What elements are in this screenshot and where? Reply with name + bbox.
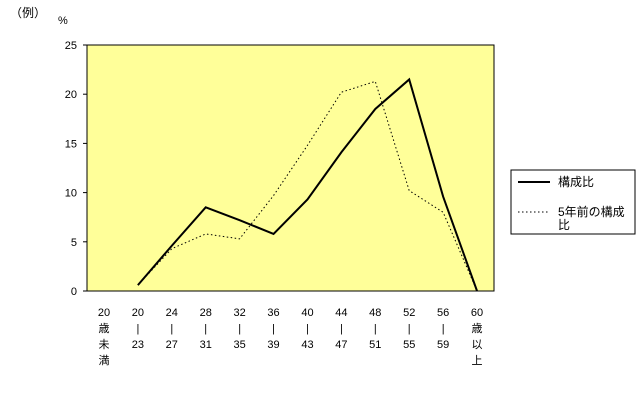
x-tick-label: | bbox=[272, 323, 275, 335]
legend-label-series-1: 構成比 bbox=[558, 175, 594, 189]
y-tick-label: 20 bbox=[65, 89, 77, 101]
x-tick-label: 31 bbox=[200, 339, 212, 351]
y-tick-label: 10 bbox=[65, 188, 77, 200]
x-tick-label: | bbox=[442, 323, 445, 335]
x-tick-label: 44 bbox=[335, 307, 347, 319]
x-tick-label: 20 bbox=[132, 307, 144, 319]
example-label: （例） bbox=[10, 6, 46, 20]
x-tick-label: 43 bbox=[301, 339, 313, 351]
x-tick-label: 24 bbox=[166, 307, 178, 319]
x-tick-label: 40 bbox=[301, 307, 313, 319]
x-tick-label: | bbox=[340, 323, 343, 335]
x-tick-label: 上 bbox=[472, 354, 483, 367]
x-tick-label: | bbox=[204, 323, 207, 335]
x-tick-label: | bbox=[136, 323, 139, 335]
legend-box bbox=[510, 169, 636, 235]
x-tick-label: | bbox=[374, 323, 377, 335]
x-tick-label: 満 bbox=[98, 354, 109, 367]
x-tick-label: | bbox=[170, 323, 173, 335]
x-tick-label: 59 bbox=[437, 339, 449, 351]
plot-area bbox=[86, 44, 495, 292]
x-tick-label: 27 bbox=[166, 339, 178, 351]
x-tick-label: 36 bbox=[267, 307, 279, 319]
x-tick-label: 歳 bbox=[472, 322, 483, 335]
x-tick-label: 55 bbox=[403, 339, 415, 351]
x-tick-label: 60 bbox=[471, 307, 483, 319]
y-tick-label: 5 bbox=[71, 237, 77, 249]
x-tick-label: 歳 bbox=[98, 322, 109, 335]
unit-label: % bbox=[58, 15, 68, 27]
x-tick-label: 52 bbox=[403, 307, 415, 319]
x-tick-label: | bbox=[306, 323, 309, 335]
x-tick-label: 51 bbox=[369, 339, 381, 351]
x-tick-label: 35 bbox=[234, 339, 246, 351]
series-layer bbox=[137, 77, 478, 292]
x-tick-label: | bbox=[408, 323, 411, 335]
x-tick-label: | bbox=[238, 323, 241, 335]
x-tick-label: 56 bbox=[437, 307, 449, 319]
legend-label-series-2: 5年前の構成比 bbox=[558, 204, 625, 232]
x-tick-label: 39 bbox=[267, 339, 279, 351]
series-line-1 bbox=[137, 77, 478, 292]
y-tick-label: 15 bbox=[65, 138, 77, 150]
x-tick-label: 48 bbox=[369, 307, 381, 319]
x-tick-label: 以 bbox=[472, 339, 483, 351]
x-tick-label: 未 bbox=[98, 338, 109, 351]
x-tick-label: 23 bbox=[132, 339, 144, 351]
y-tick-label: 25 bbox=[65, 40, 77, 52]
axis-layer: 051015202520歳未満20|2324|2728|3132|3536|39… bbox=[65, 40, 483, 367]
x-tick-label: 47 bbox=[335, 339, 347, 351]
x-tick-label: 32 bbox=[234, 307, 246, 319]
x-tick-label: 28 bbox=[200, 307, 212, 319]
x-tick-label: 20 bbox=[98, 307, 110, 319]
y-tick-label: 0 bbox=[71, 286, 77, 298]
legend: 構成比 5年前の構成比 bbox=[510, 169, 636, 235]
series-line-2 bbox=[137, 80, 478, 292]
